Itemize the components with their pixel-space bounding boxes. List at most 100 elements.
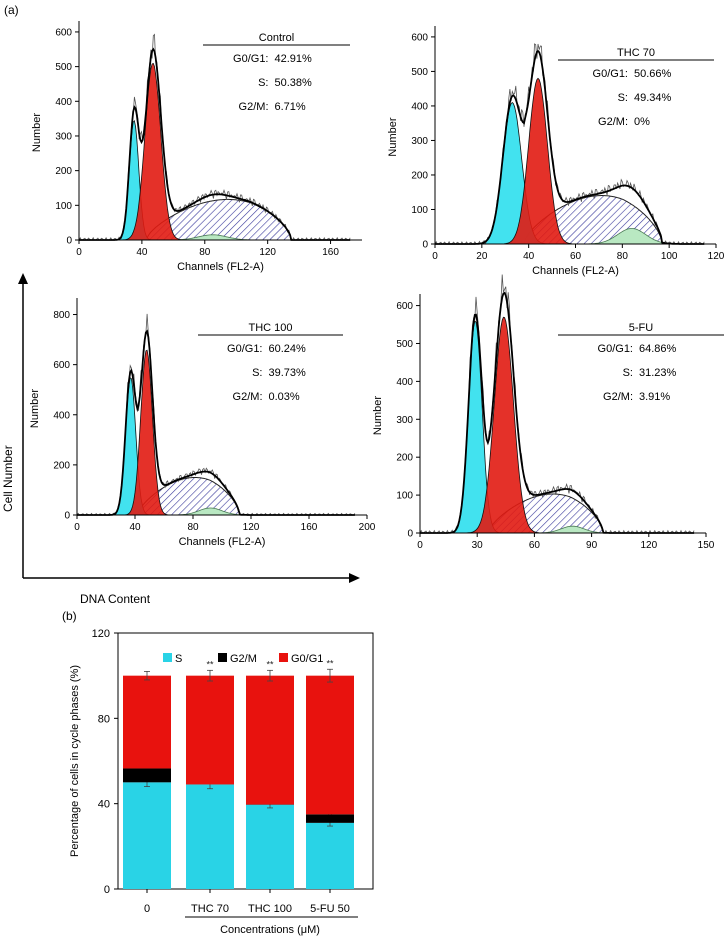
panel-title: THC 70 (617, 47, 655, 59)
y-tick-label: 100 (55, 201, 72, 212)
y-tick-label: 0 (64, 511, 70, 522)
y-axis-label: Number (31, 113, 43, 152)
stat-value: 0% (634, 116, 650, 128)
bar-segment (246, 675, 294, 805)
histogram-thc70: 0 20 40 60 80 100 120 0 100 200 300 400 500 600 Number… (387, 26, 725, 277)
x-tick-label: 0 (74, 522, 80, 533)
y-tick-label: 400 (55, 97, 72, 108)
y-tick-label: 0 (422, 240, 428, 251)
y-tick-label: 500 (411, 67, 428, 78)
x-tick-label: 160 (322, 247, 339, 258)
y-tick-label: 200 (53, 460, 70, 471)
legend-swatch (163, 653, 172, 662)
y-tick-label: 80 (98, 713, 110, 725)
y-tick-label: 600 (411, 32, 428, 43)
bar-segment (306, 822, 354, 889)
stat-value: 50.38% (275, 77, 313, 89)
hist-s-phase-area (435, 195, 705, 245)
panel-label-b: (b) (62, 609, 77, 623)
y-axis-label: Percentage of cells in cycle phases (%) (69, 665, 81, 857)
y-tick-label: 400 (411, 101, 428, 112)
stat-label: G0/G1: (227, 343, 262, 355)
stat-label: G0/G1: (598, 343, 633, 355)
stat-label: G2/M: (603, 391, 633, 403)
x-tick-label: 100 (661, 251, 678, 262)
cell-number-label: Cell Number (1, 445, 15, 512)
stat-label: S: (252, 367, 262, 379)
y-tick-label: 0 (104, 884, 110, 896)
stat-label: G0/G1: (233, 53, 268, 65)
dna-content-label: DNA Content (80, 592, 151, 606)
stat-value: 42.91% (275, 53, 313, 65)
legend-label: G2/M (230, 653, 257, 665)
x-tick-label: 60 (570, 251, 582, 262)
y-tick-label: 500 (55, 62, 72, 73)
x-tick-label: 150 (698, 540, 715, 551)
y-tick-label: 200 (396, 453, 413, 464)
bar-segment (306, 814, 354, 823)
y-tick-label: 100 (396, 491, 413, 502)
y-tick-label: 300 (411, 136, 428, 147)
y-tick-label: 800 (53, 310, 70, 321)
bar-segment (123, 782, 171, 889)
stat-value: 3.91% (639, 391, 670, 403)
x-tick-label: 0 (417, 540, 423, 551)
panel-title: Control (259, 32, 294, 44)
y-tick-label: 100 (411, 205, 428, 216)
x-tick-label: 80 (199, 247, 211, 258)
stat-value: 31.23% (639, 367, 677, 379)
y-tick-label: 200 (55, 166, 72, 177)
stat-label: G2/M: (598, 116, 628, 128)
x-tick-label: 120 (640, 540, 657, 551)
stat-label: S: (623, 367, 633, 379)
bar-segment (246, 804, 294, 889)
x-tick-label: 5-FU 50 (310, 903, 350, 915)
x-tick-label: 90 (586, 540, 598, 551)
y-tick-label: 300 (396, 415, 413, 426)
x-tick-label: 80 (617, 251, 629, 262)
y-axis-label: Number (29, 389, 41, 428)
y-tick-label: 0 (66, 236, 72, 247)
stat-value: 0.03% (269, 391, 300, 403)
x-tick-label: 0 (144, 903, 150, 915)
significance-stars: ** (326, 658, 334, 668)
y-tick-label: 600 (396, 301, 413, 312)
x-tick-label: 160 (301, 522, 318, 533)
arrow-up-icon (18, 273, 28, 284)
x-tick-label: 60 (529, 540, 541, 551)
x-tick-label: THC 100 (248, 903, 292, 915)
x-tick-label: 40 (523, 251, 535, 262)
y-axis-label: Number (372, 396, 384, 435)
y-tick-label: 120 (92, 628, 110, 640)
arrow-right-icon (349, 573, 360, 583)
x-tick-label: THC 70 (191, 903, 229, 915)
x-tick-label: 120 (243, 522, 260, 533)
y-tick-label: 40 (98, 799, 110, 811)
y-axis-label: Number (387, 117, 399, 156)
panel-title: 5-FU (629, 322, 654, 334)
legend-swatch (279, 653, 288, 662)
plot-frame (117, 632, 374, 890)
stat-value: 49.34% (634, 92, 672, 104)
x-tick-label: 120 (259, 247, 276, 258)
y-tick-label: 600 (55, 27, 72, 38)
histogram-thc100: 0 40 80 120 160 200 0 200 400 600 800 Number Channel… (29, 298, 376, 548)
stat-value: 50.66% (634, 68, 672, 80)
y-tick-label: 400 (53, 410, 70, 421)
bar-segment (186, 784, 234, 889)
legend-label: S (175, 653, 182, 665)
histogram-5fu: 0 30 60 90 120 150 0 100 200 300 400 500 600 Number 5-… (372, 274, 724, 551)
x-axis-label: Channels (FL2-A) (179, 536, 266, 548)
bar-segment (123, 675, 171, 769)
legend-label: G0/G1 (291, 653, 323, 665)
stat-label: S: (258, 77, 268, 89)
y-tick-label: 200 (411, 170, 428, 181)
x-tick-label: 40 (136, 247, 148, 258)
bar-segment (123, 768, 171, 783)
stat-label: G0/G1: (593, 68, 628, 80)
panel-title: THC 100 (248, 322, 292, 334)
outer-axes: Cell Number DNA Content (1, 273, 360, 606)
stat-label: G2/M: (239, 101, 269, 113)
x-tick-label: 120 (708, 251, 725, 262)
y-tick-label: 600 (53, 360, 70, 371)
